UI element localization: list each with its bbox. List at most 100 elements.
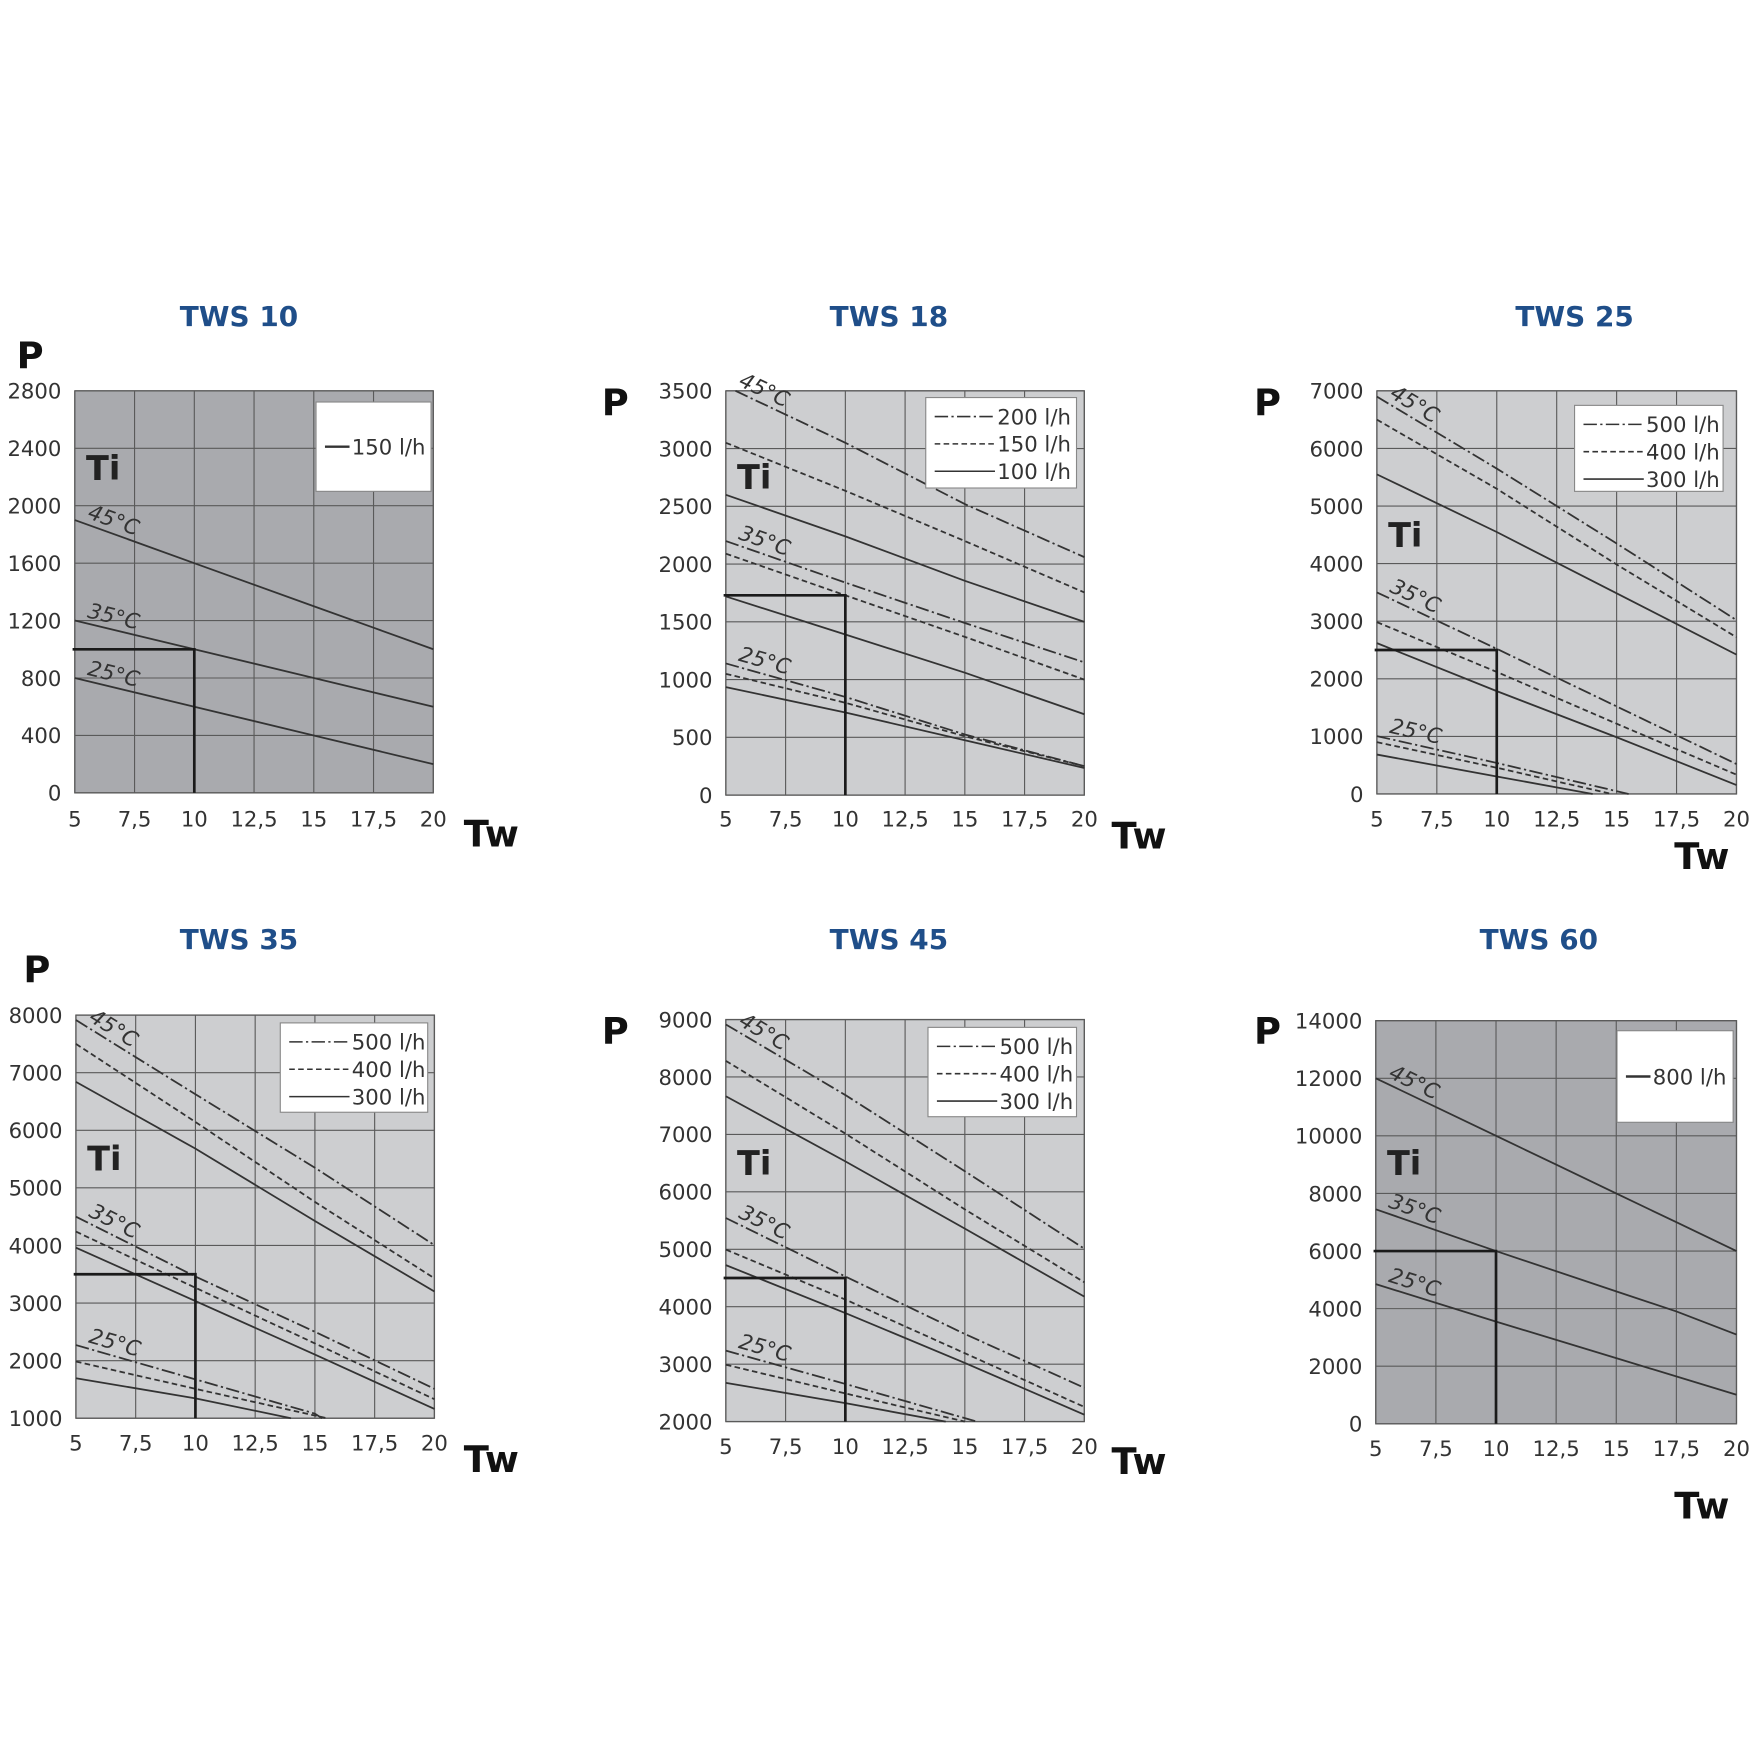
series-line-25c-100lh (725, 686, 1085, 769)
y-tick-label: 2000 (658, 1410, 712, 1435)
series-line-35c-200lh (725, 540, 1085, 664)
series-line-45c-500lh (1376, 395, 1737, 621)
chart-tws-35: TWS 35 5 7,5 10 12,5 15 17,5 20 1000 2000 3000 4000… (9, 923, 519, 1481)
y-tick-label: 2800 (7, 380, 61, 405)
x-tick-label: 5 (1369, 1437, 1383, 1462)
y-tick-label: 8000 (1308, 1182, 1362, 1207)
y-tick-label: 6000 (1308, 1240, 1362, 1265)
chart-title: TWS 18 (830, 300, 948, 333)
series-line-45c-150lh (725, 441, 1085, 594)
y-tick-label: 1000 (658, 668, 712, 693)
x-tick-label: 10 (1483, 1437, 1510, 1462)
series-line-25c-400lh (1376, 741, 1613, 795)
x-tick-label: 7,5 (119, 1432, 153, 1457)
x-tick-label: 17,5 (1653, 807, 1700, 832)
legend-label: 400 l/h (999, 1063, 1073, 1088)
chart-title: TWS 45 (830, 923, 948, 956)
series-line-45c-150lh (74, 519, 434, 651)
y-tick-label: 2000 (658, 553, 712, 578)
y-tick-label: 2000 (1310, 668, 1364, 693)
x-axis-label: Tw (1674, 1485, 1729, 1528)
series-line-45c-400lh (75, 1043, 435, 1280)
operating-point-marker (723, 1276, 847, 1422)
y-axis-label: P (1254, 381, 1281, 424)
x-axis-label: Tw (464, 812, 519, 855)
legend-label: 200 l/h (997, 405, 1071, 430)
series-line-45c-500lh (725, 1023, 1085, 1250)
x-tick-label: 12,5 (1533, 807, 1580, 832)
legend-label: 300 l/h (352, 1085, 426, 1110)
chart-tws-10: TWS 10 5 7,5 10 12,5 15 17,5 20 0 400 800 1200 1600 2… (7, 300, 518, 855)
y-tick-label: 3500 (658, 380, 712, 405)
legend-label: 800 l/h (1653, 1065, 1727, 1090)
x-tick-label: 17,5 (1001, 1435, 1048, 1460)
legend: 800 l/h (1616, 1030, 1734, 1123)
legend-label: 150 l/h (997, 433, 1071, 458)
x-tick-label: 17,5 (351, 1432, 398, 1457)
x-tick-label: 15 (951, 807, 978, 832)
y-tick-label: 3000 (658, 1353, 712, 1378)
y-tick-label: 7000 (1310, 380, 1364, 405)
y-tick-label: 0 (1350, 783, 1364, 808)
x-tick-label: 7,5 (1419, 1437, 1453, 1462)
series-line-35c-100lh (725, 595, 1085, 716)
y-tick-label: 1000 (9, 1407, 63, 1432)
series-line-35c-150lh (74, 619, 434, 708)
ti-annotation: Ti (86, 449, 120, 488)
legend-label: 300 l/h (1646, 468, 1720, 493)
y-tick-label: 6000 (658, 1181, 712, 1206)
chart-tws-18: TWS 18 5 7,5 10 12,5 15 17,5 20 0 500 1000 1500 2000… (602, 300, 1167, 858)
x-axis-label: Tw (1674, 835, 1729, 878)
series-line-45c-400lh (725, 1060, 1085, 1284)
y-tick-label: 2000 (7, 495, 61, 520)
legend-label: 100 l/h (997, 460, 1071, 485)
y-axis-label: P (1254, 1010, 1281, 1053)
series-line-25c-800lh (1375, 1283, 1737, 1396)
series-line-25c-400lh (75, 1360, 328, 1420)
x-tick-label: 17,5 (1653, 1437, 1700, 1462)
y-tick-label: 4000 (9, 1234, 63, 1259)
x-axis-label: Tw (1111, 1440, 1166, 1483)
y-tick-label: 2500 (658, 495, 712, 520)
x-tick-label: 12,5 (230, 807, 277, 832)
legend-label: 500 l/h (999, 1035, 1073, 1060)
x-tick-label: 12,5 (881, 1435, 928, 1460)
y-tick-label: 6000 (9, 1119, 63, 1144)
operating-point-marker (723, 593, 847, 796)
y-tick-label: 4000 (1308, 1297, 1362, 1322)
operating-point-marker (72, 647, 196, 793)
y-tick-label: 3000 (9, 1292, 63, 1317)
y-tick-label: 5000 (9, 1177, 63, 1202)
x-tick-label: 5 (719, 1435, 733, 1460)
x-tick-label: 7,5 (769, 1435, 803, 1460)
x-tick-label: 20 (1071, 807, 1098, 832)
series-line-35c-500lh (75, 1215, 435, 1390)
x-tick-label: 12,5 (1533, 1437, 1580, 1462)
y-tick-label: 2400 (7, 437, 61, 462)
y-tick-label: 1000 (1310, 725, 1364, 750)
operating-point-marker (1374, 648, 1499, 794)
y-tick-label: 1200 (7, 609, 61, 634)
x-tick-label: 5 (719, 807, 733, 832)
series-line-35c-300lh (725, 1264, 1085, 1416)
y-axis-label: P (23, 949, 50, 992)
series-line-45c-400lh (1376, 418, 1737, 639)
x-tick-label: 20 (420, 807, 447, 832)
chart-title: TWS 25 (1515, 300, 1633, 333)
y-tick-label: 2000 (9, 1349, 63, 1374)
y-tick-label: 0 (1349, 1413, 1363, 1438)
operating-point-marker (73, 1272, 197, 1419)
series-line-45c-100lh (725, 493, 1085, 623)
x-tick-label: 15 (301, 1432, 328, 1457)
series-line-45c-300lh (1376, 473, 1737, 656)
chart-tws-60: TWS 60 5 7,5 10 12,5 15 17,5 20 0 2000 4000 6000 800… (1254, 923, 1750, 1528)
ti-annotation: Ti (1387, 1144, 1421, 1183)
legend-label: 300 l/h (999, 1090, 1073, 1115)
series-line-45c-800lh (1375, 1077, 1737, 1252)
chart-title: TWS 60 (1480, 923, 1598, 956)
x-tick-label: 20 (421, 1432, 448, 1457)
series-line-25c-150lh (725, 672, 1085, 768)
chart-title: TWS 35 (180, 923, 298, 956)
